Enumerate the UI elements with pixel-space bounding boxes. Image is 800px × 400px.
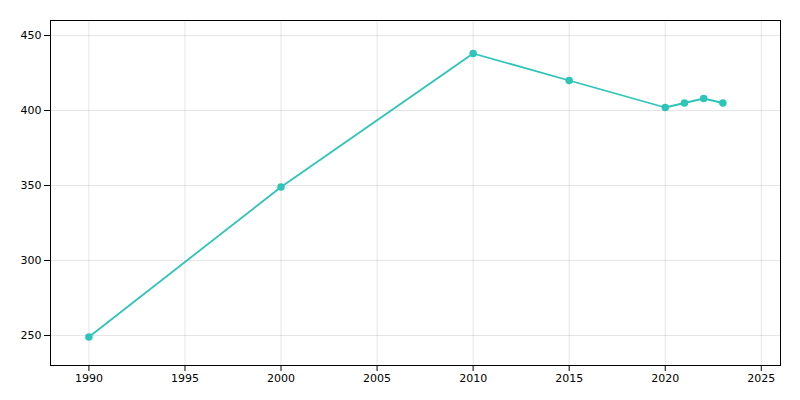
svg-text:1990: 1990 xyxy=(75,372,103,385)
svg-text:250: 250 xyxy=(21,329,42,342)
svg-text:2025: 2025 xyxy=(747,372,775,385)
svg-text:450: 450 xyxy=(21,29,42,42)
svg-text:2015: 2015 xyxy=(555,372,583,385)
svg-text:2020: 2020 xyxy=(651,372,679,385)
svg-text:300: 300 xyxy=(21,254,42,267)
svg-text:400: 400 xyxy=(21,104,42,117)
svg-text:1995: 1995 xyxy=(171,372,199,385)
svg-text:2005: 2005 xyxy=(363,372,391,385)
svg-text:350: 350 xyxy=(21,179,42,192)
svg-text:2000: 2000 xyxy=(267,372,295,385)
svg-text:2010: 2010 xyxy=(459,372,487,385)
